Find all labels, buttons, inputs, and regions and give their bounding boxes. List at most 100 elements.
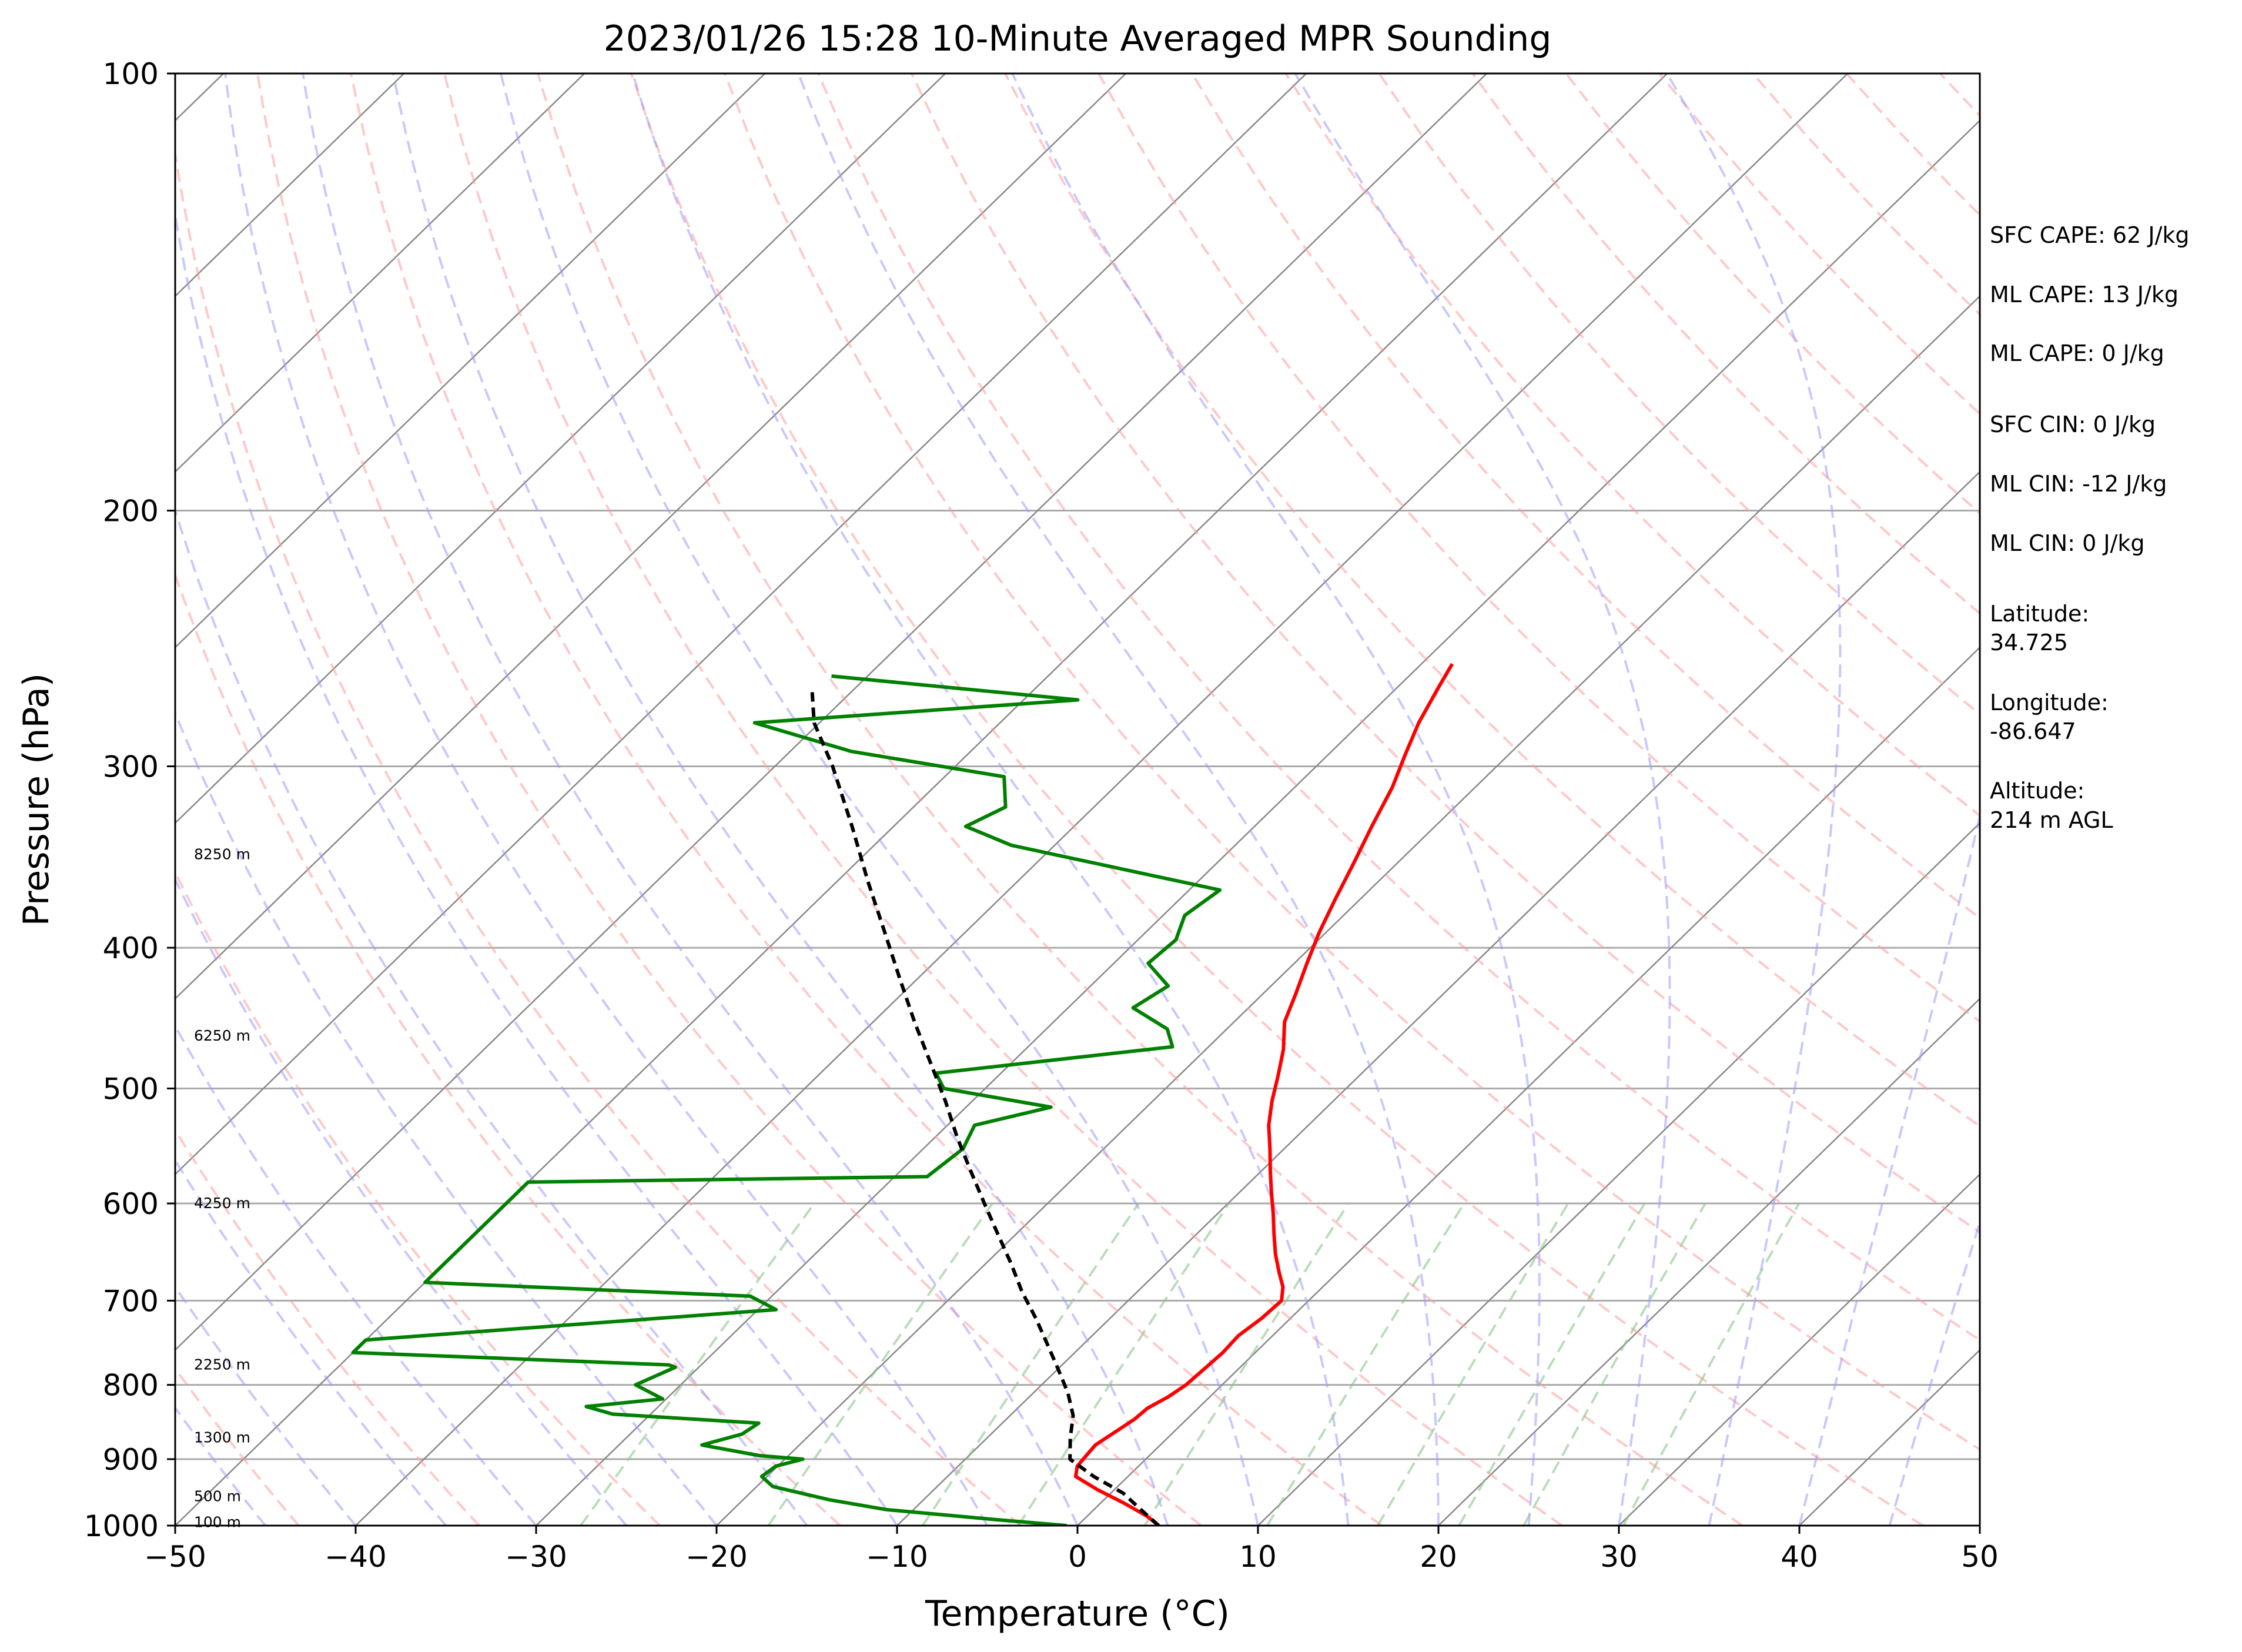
- parcel-path-line: [810, 688, 1160, 1526]
- dry-adiabat-line: [817, 73, 1980, 1342]
- y-tick-label: 600: [103, 1187, 159, 1221]
- plot-frame: [174, 72, 1981, 1527]
- height-label: 4250 m: [194, 1195, 250, 1212]
- isotherm-line: [896, 470, 1980, 1526]
- y-tick-label: 300: [103, 750, 159, 784]
- y-tick-label: 900: [103, 1443, 159, 1477]
- isotherm-line: [1618, 1173, 1980, 1526]
- y-axis-label: Pressure (hPa): [16, 673, 57, 926]
- dry-adiabat-line: [175, 1128, 480, 1526]
- longitude-value: -86.647: [1990, 718, 2076, 744]
- background-lines: [175, 73, 1980, 1526]
- dry-adiabat-line: [1097, 73, 1980, 1023]
- mixing-ratio-line: [921, 1202, 1140, 1526]
- x-tick-label: −40: [324, 1540, 387, 1574]
- y-tick-label: 400: [103, 931, 159, 965]
- mixing-ratio-line: [1377, 1202, 1570, 1526]
- moist-adiabat-line: [391, 73, 1169, 1526]
- ml-cin-text: ML CIN: -12 J/kg: [1990, 471, 2167, 497]
- height-label: 8250 m: [194, 845, 250, 862]
- mixing-ratio-line: [1266, 1202, 1465, 1526]
- mixing-ratio-line: [1622, 1203, 1801, 1526]
- moist-adiabat-line: [175, 877, 628, 1526]
- moist-adiabat-line: [175, 1024, 537, 1526]
- moist-adiabat-line: [175, 1158, 447, 1526]
- x-tick-label: −30: [505, 1540, 567, 1574]
- moist-adiabat-line: [175, 1285, 357, 1526]
- dry-adiabat-line: [1378, 73, 1980, 716]
- ml-cape-text: ML CAPE: 0 J/kg: [1990, 340, 2164, 366]
- x-tick-label: 0: [1068, 1540, 1087, 1574]
- dry-adiabat-line: [349, 73, 1383, 1526]
- altitude-value: 214 m AGL: [1990, 807, 2113, 833]
- moist-adiabat-line: [1665, 73, 1842, 1526]
- mixing-ratio-line: [767, 1202, 993, 1526]
- dry-adiabat-line: [724, 73, 1980, 1451]
- moist-adiabat-line: [500, 73, 1259, 1526]
- x-tick-label: 10: [1239, 1540, 1277, 1574]
- dry-adiabat-line: [911, 73, 1980, 1234]
- y-tick-label: 200: [103, 494, 159, 529]
- isotherm-line: [175, 73, 766, 648]
- dry-adiabat-line: [175, 146, 1022, 1526]
- mixing-ratio-line: [1017, 1202, 1230, 1526]
- y-tick-label: 100: [103, 57, 159, 91]
- moist-adiabat-lines: [175, 73, 1980, 1526]
- moist-adiabat-line: [1011, 73, 1541, 1526]
- isotherm-line: [175, 73, 1127, 1000]
- moist-adiabat-line: [175, 506, 808, 1526]
- y-tick-label: 1000: [84, 1509, 159, 1543]
- series-lines: [351, 663, 1454, 1526]
- chart-title: 2023/01/26 15:28 10-Minute Averaged MPR …: [604, 18, 1552, 59]
- x-tick-label: 40: [1781, 1540, 1818, 1574]
- temperature-line: [1073, 663, 1454, 1526]
- x-tick-label: −10: [866, 1540, 928, 1574]
- isotherm-line: [536, 119, 1980, 1526]
- moist-adiabat-line: [302, 73, 1079, 1526]
- isotherm-line: [716, 295, 1980, 1526]
- isotherm-line: [175, 73, 946, 824]
- mixing-ratio-line: [1143, 1202, 1350, 1526]
- x-tick-label: 30: [1600, 1540, 1638, 1574]
- y-tick-label: 500: [103, 1072, 159, 1106]
- height-label: 100 m: [194, 1514, 241, 1531]
- latitude-value: 34.725: [1990, 630, 2068, 656]
- sfc-cin-text: SFC CIN: 0 J/kg: [1990, 412, 2156, 437]
- moist-adiabat-line: [175, 208, 898, 1526]
- moist-adiabat-line: [797, 73, 1440, 1526]
- moist-adiabat-line: [1294, 73, 1671, 1526]
- height-label: 500 m: [194, 1488, 241, 1505]
- x-tick-label: 50: [1961, 1540, 1999, 1574]
- longitude-label: Longitude:: [1990, 690, 2109, 715]
- moist-adiabat-line: [631, 73, 1350, 1526]
- dry-adiabat-line: [630, 73, 1924, 1526]
- x-tick-label: 20: [1420, 1540, 1457, 1574]
- dry-adiabat-line: [175, 870, 661, 1526]
- ml-cin-text: ML CIN: 0 J/kg: [1990, 530, 2144, 556]
- sounding-indices: SFC CAPE: 62 J/kg ML CAPE: 13 J/kg ML CA…: [1990, 222, 2190, 556]
- mixing-ratio-line: [1522, 1203, 1706, 1526]
- y-axis-ticks: 100 200 300 400 500 600 700 800 900 1000: [84, 57, 175, 1543]
- dewpoint-line: [351, 674, 1222, 1526]
- y-tick-label: 700: [103, 1284, 159, 1318]
- isotherm-line: [1077, 646, 1980, 1526]
- x-axis-label: Temperature (°C): [925, 1593, 1230, 1634]
- isobar-lines: [175, 510, 1980, 1460]
- moist-adiabat-line: [224, 73, 989, 1526]
- isotherm-line: [1438, 997, 1980, 1526]
- mixing-ratio-line: [1458, 1202, 1646, 1526]
- x-tick-label: −20: [685, 1540, 748, 1574]
- height-label: 6250 m: [194, 1027, 250, 1044]
- altitude-label: Altitude:: [1990, 778, 2084, 804]
- height-label: 1300 m: [194, 1429, 250, 1446]
- sfc-cape-text: SFC CAPE: 62 J/kg: [1990, 222, 2190, 248]
- dry-adiabat-line: [256, 73, 1202, 1526]
- y-tick-label: 800: [103, 1369, 159, 1403]
- height-label: 2250 m: [194, 1356, 250, 1373]
- moist-adiabat-line: [175, 710, 718, 1526]
- height-labels: 8250 m 6250 m 4250 m 2250 m 1300 m 500 m 100 m: [194, 845, 250, 1530]
- moist-adiabat-line: [1888, 1218, 1980, 1526]
- dry-adiabat-line: [1284, 73, 1980, 817]
- dry-adiabat-line: [1191, 73, 1980, 919]
